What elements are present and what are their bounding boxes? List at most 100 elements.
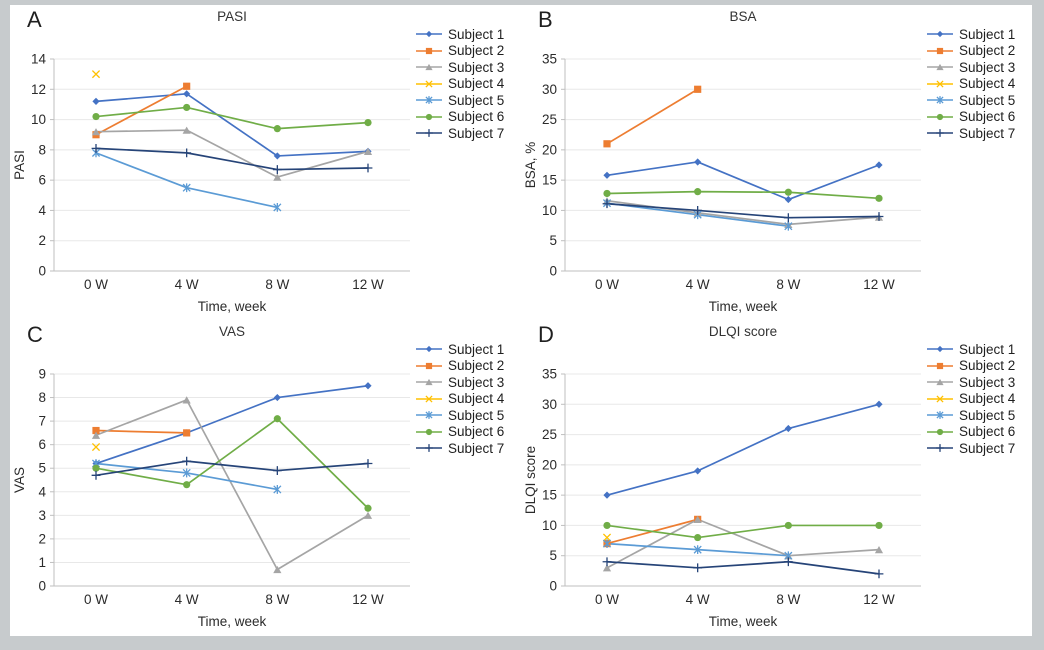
- svg-text:4: 4: [38, 203, 46, 218]
- legend-item-subject-7: Subject 7: [927, 440, 1016, 456]
- svg-text:10: 10: [542, 518, 557, 533]
- chart-title: DLQI score: [708, 324, 778, 339]
- svg-text:14: 14: [31, 52, 47, 67]
- legend-label: Subject 3: [448, 374, 505, 390]
- svg-text:4 W: 4 W: [175, 277, 199, 292]
- svg-text:12 W: 12 W: [863, 277, 895, 292]
- legend-marker-icon: [416, 378, 442, 386]
- legend-label: Subject 2: [448, 358, 505, 373]
- x-axis-title: Time, week: [708, 614, 778, 629]
- legend-marker-icon: [416, 79, 442, 88]
- legend-item-subject-3: Subject 3: [416, 60, 504, 75]
- chart-title: PASI: [217, 9, 247, 24]
- chart-plot-area: 0 5 10 15 20 25 30 35 0 W 4 W 8 W 12 W: [542, 52, 921, 292]
- legend-item-subject-3: Subject 3: [416, 374, 505, 390]
- legend-item-subject-3: Subject 3: [927, 374, 1016, 390]
- panel-letter: C: [27, 322, 44, 347]
- legend-label: Subject 6: [959, 109, 1016, 124]
- legend-label: Subject 7: [448, 440, 505, 456]
- chart-plot-area: 0 2 4 6 8 10 12 14 0 W 4 W 8 W 12 W: [31, 52, 410, 292]
- svg-text:0: 0: [549, 264, 557, 279]
- legend-item-subject-4: Subject 4: [927, 76, 1015, 91]
- legend-marker-icon: [927, 411, 953, 419]
- svg-text:0: 0: [38, 579, 46, 594]
- legend-item-subject-2: Subject 2: [416, 358, 505, 373]
- svg-text:0: 0: [549, 579, 557, 594]
- legend-item-subject-5: Subject 5: [927, 92, 1016, 108]
- chart-legend: Subject 1 Subject 2 Subject 3 Subject 4 Subj…: [927, 341, 1016, 456]
- svg-text:20: 20: [542, 142, 557, 157]
- svg-text:4: 4: [38, 484, 46, 499]
- legend-item-subject-7: Subject 7: [927, 125, 1016, 141]
- legend-label: Subject 1: [959, 26, 1016, 42]
- legend-label: Subject 5: [448, 407, 505, 423]
- legend-marker-icon: [416, 345, 442, 353]
- svg-text:7: 7: [38, 414, 46, 429]
- legend-marker-icon: [927, 63, 953, 71]
- svg-text:5: 5: [38, 461, 46, 476]
- svg-text:12 W: 12 W: [863, 592, 895, 607]
- legend-item-subject-5: Subject 5: [416, 92, 505, 108]
- x-axis-title: Time, week: [197, 299, 267, 314]
- legend-label: Subject 7: [448, 125, 505, 141]
- svg-text:0 W: 0 W: [84, 592, 108, 607]
- svg-text:10: 10: [542, 203, 557, 218]
- legend-label: Subject 2: [959, 358, 1016, 373]
- legend-marker-icon: [416, 63, 442, 71]
- svg-text:2: 2: [38, 233, 46, 248]
- legend-marker-icon: [416, 444, 442, 452]
- legend-label: Subject 1: [959, 341, 1016, 357]
- legend-marker-icon: [927, 428, 953, 435]
- legend-item-subject-2: Subject 2: [927, 43, 1016, 58]
- panel-letter: A: [27, 7, 43, 32]
- x-axis-title: Time, week: [708, 299, 778, 314]
- legend-marker-icon: [927, 444, 953, 452]
- chart-title: BSA: [729, 9, 757, 24]
- legend-label: Subject 3: [959, 374, 1016, 390]
- legend-marker-icon: [927, 394, 953, 403]
- legend-marker-icon: [927, 362, 953, 369]
- legend-marker-icon: [416, 96, 442, 104]
- svg-text:8 W: 8 W: [265, 277, 289, 292]
- legend-marker-icon: [927, 30, 953, 38]
- legend-item-subject-6: Subject 6: [927, 109, 1016, 124]
- legend-label: Subject 6: [448, 109, 505, 124]
- legend-label: Subject 7: [959, 125, 1016, 141]
- legend-marker-icon: [927, 96, 953, 104]
- legend-item-subject-1: Subject 1: [416, 27, 504, 42]
- svg-text:6: 6: [38, 437, 46, 452]
- svg-text:15: 15: [542, 488, 557, 503]
- legend-label: Subject 4: [448, 391, 505, 406]
- legend-item-subject-4: Subject 4: [416, 76, 504, 91]
- legend-label: Subject 5: [959, 92, 1016, 108]
- chart-legend: Subject 1 Subject 2 Subject 3 Subject 4 Subj…: [416, 342, 505, 456]
- svg-text:20: 20: [542, 457, 557, 472]
- svg-text:4 W: 4 W: [686, 277, 710, 292]
- svg-text:35: 35: [542, 367, 557, 382]
- legend-marker-icon: [416, 47, 442, 54]
- legend-item-subject-5: Subject 5: [416, 407, 505, 423]
- legend-item-subject-1: Subject 1: [416, 342, 504, 357]
- legend-label: Subject 7: [959, 440, 1016, 456]
- svg-text:12: 12: [31, 82, 46, 97]
- legend-marker-icon: [416, 394, 442, 403]
- svg-text:1: 1: [38, 555, 46, 570]
- legend-label: Subject 5: [448, 92, 505, 108]
- legend-label: Subject 2: [959, 43, 1016, 58]
- chart-legend: Subject 1 Subject 2 Subject 3 Subject 4 Subj…: [416, 27, 505, 141]
- legend-label: Subject 6: [448, 424, 505, 439]
- legend-label: Subject 2: [448, 43, 505, 58]
- svg-text:30: 30: [542, 397, 557, 412]
- legend-marker-icon: [416, 362, 442, 369]
- svg-text:25: 25: [542, 427, 557, 442]
- svg-text:4 W: 4 W: [686, 592, 710, 607]
- x-axis-title: Time, week: [197, 614, 267, 629]
- panel-letter: B: [538, 7, 554, 32]
- legend-item-subject-6: Subject 6: [416, 424, 505, 439]
- legend-marker-icon: [927, 47, 953, 54]
- svg-text:25: 25: [542, 112, 557, 127]
